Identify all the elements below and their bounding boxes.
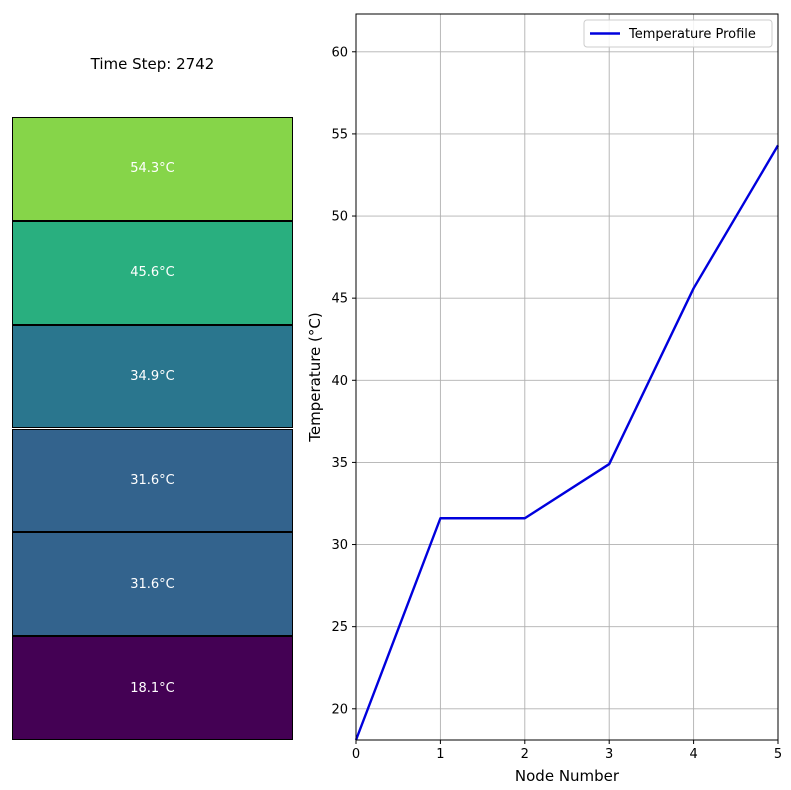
x-tick-label: 5: [774, 747, 782, 762]
y-tick-label: 45: [331, 292, 348, 307]
x-tick-label: 2: [521, 747, 529, 762]
y-axis-label: Temperature (°C): [306, 312, 324, 442]
x-tick-label: 0: [352, 747, 360, 762]
x-tick-label: 3: [605, 747, 613, 762]
temperature-block-label: 31.6°C: [130, 576, 175, 592]
temperature-block: 34.9°C: [12, 324, 293, 429]
temperature-blocks: 54.3°C 45.6°C 34.9°C 31.6°C 31.6°C 18.1°C: [12, 117, 293, 740]
legend-label: Temperature Profile: [628, 27, 756, 42]
plot-frame: [355, 13, 779, 741]
temperature-block: 18.1°C: [12, 636, 293, 740]
temperature-block-label: 54.3°C: [130, 161, 175, 177]
temperature-block-label: 45.6°C: [130, 265, 175, 281]
legend-box: [583, 19, 773, 48]
y-tick-label: 40: [331, 374, 348, 389]
y-tick-label: 55: [331, 127, 348, 142]
temperature-block-label: 31.6°C: [130, 472, 175, 488]
y-tick-label: 25: [331, 620, 348, 635]
temperature-block-label: 18.1°C: [130, 680, 175, 696]
temperature-block: 31.6°C: [12, 428, 293, 533]
y-tick-label: 60: [331, 45, 348, 60]
temperature-profile-line: [354, 144, 780, 741]
temperature-block-label: 34.9°C: [130, 369, 175, 385]
y-tick-label: 20: [331, 702, 348, 717]
x-tick-label: 4: [689, 747, 697, 762]
y-tick-label: 50: [331, 210, 348, 225]
y-tick-label: 30: [331, 538, 348, 553]
x-tick-label: 1: [436, 747, 444, 762]
x-axis-label: Node Number: [515, 767, 620, 785]
temperature-block: 54.3°C: [12, 117, 293, 221]
temperature-block: 31.6°C: [12, 532, 293, 637]
time-step-title: Time Step: 2742: [90, 55, 215, 73]
temperature-block: 45.6°C: [12, 220, 293, 325]
y-tick-label: 35: [331, 456, 348, 471]
